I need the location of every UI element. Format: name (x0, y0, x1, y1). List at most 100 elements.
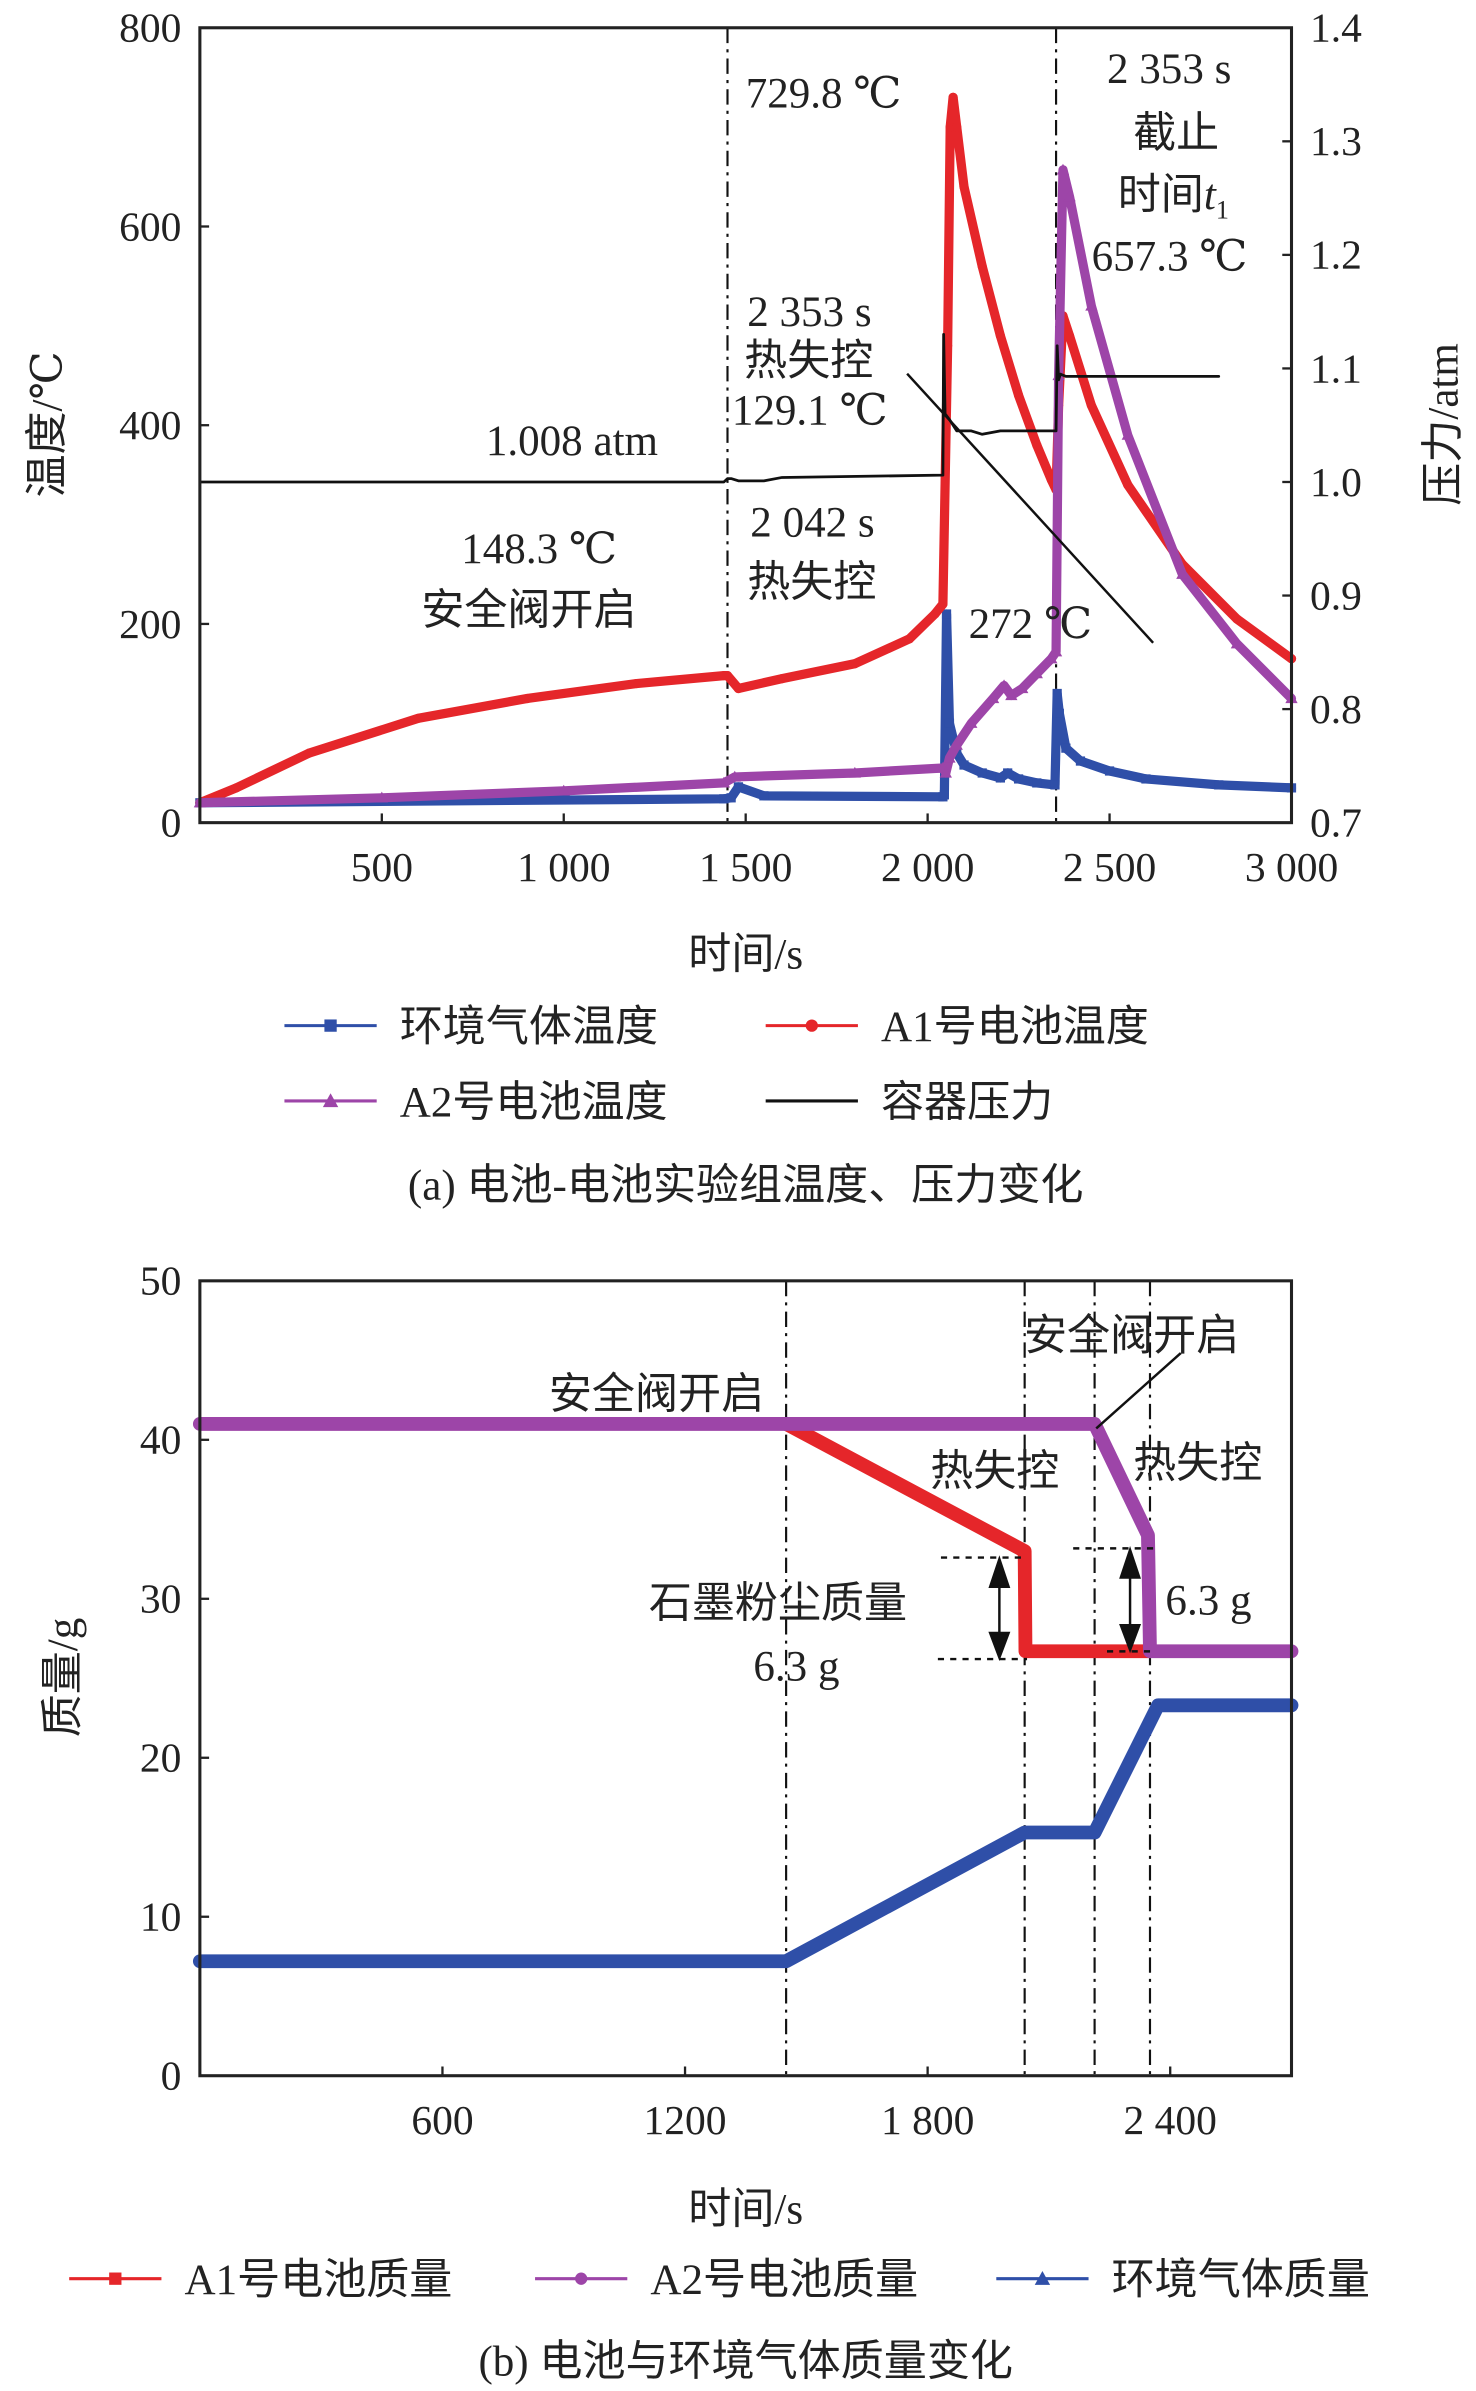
chart-a-caption: (a) 电池-电池实验组温度、压力变化 (408, 1161, 1084, 1209)
marker-square (944, 718, 955, 728)
annotation-dust-value: 6.3 g (753, 1644, 839, 1691)
annotation-dust-label: 石墨粉尘质量 (649, 1581, 907, 1628)
x-tick-label: 1 800 (881, 2097, 974, 2143)
marker-circle (952, 122, 962, 132)
marker-triangle (965, 717, 978, 728)
chart-a-y2label: 压力/atm (1421, 343, 1468, 506)
annotation-tr1-time: 2 042 s (750, 500, 874, 547)
y2-tick-label: 1.1 (1310, 345, 1362, 391)
y2-tick-label: 1.0 (1310, 459, 1362, 505)
marker-circle (1232, 614, 1242, 624)
marker-circle (1032, 440, 1042, 450)
y-tick-label: 10 (140, 1894, 182, 1940)
y-tick-label: 200 (119, 601, 181, 647)
y-tick-label: 0 (161, 2053, 182, 2099)
annotation-tr1: 热失控 (930, 1448, 1059, 1495)
marker-triangle (557, 784, 570, 796)
marker-square (1054, 708, 1064, 718)
annotation-tr1-label: 热失控 (747, 560, 876, 607)
marker-triangle (848, 766, 861, 778)
marker-square (977, 768, 987, 778)
y2-tick-label: 1.4 (1310, 5, 1362, 51)
marker-triangle (943, 751, 956, 763)
marker-circle (904, 634, 915, 644)
chart-b-plot-frame (198, 1279, 1294, 2078)
annotation-valve2: 安全阀开启 (1024, 1312, 1239, 1360)
marker-square (719, 794, 729, 804)
marker-square (995, 773, 1006, 783)
marker-circle (631, 678, 642, 689)
marker-triangle (1121, 428, 1134, 440)
marker-triangle (1176, 568, 1189, 579)
series-line-3 (195, 165, 1297, 808)
series-line-3 (192, 1698, 1299, 1969)
annotation-272: 272 ℃ (969, 601, 1093, 648)
y2-tick-label: 0.9 (1310, 572, 1362, 618)
annotation-cutoff-label: 截止 (1133, 111, 1219, 158)
legend-label: A2号电池质量 (650, 2257, 918, 2304)
x-tick-label: 1200 (644, 2097, 727, 2143)
chart-b: 600 1200 1 800 2 400 0 10 20 30 40 50 安全阀开启 安全阀开启… (40, 1258, 1370, 2386)
legend-label: A2号电池温度 (400, 1079, 668, 1126)
annotation-cutoff-t: 时间t1 (1118, 172, 1229, 224)
x-tick-label: 500 (351, 844, 413, 890)
annotation-valve-label: 安全阀开启 (421, 586, 636, 634)
marker-circle (948, 92, 958, 102)
x-tick-label: 1 000 (517, 844, 610, 890)
marker-circle (231, 783, 241, 793)
chart-a: 500 1 000 1 500 2 000 2 500 3 000 0 200 400 600 80… (25, 5, 1468, 1210)
marker-square (1141, 774, 1151, 784)
marker-circle (945, 122, 955, 132)
marker-square (959, 760, 969, 770)
marker-circle (805, 1019, 818, 1032)
marker-triangle (1085, 299, 1098, 311)
marker-square (759, 791, 769, 801)
marker-square (109, 2272, 122, 2285)
marker-square (939, 790, 949, 800)
y-tick-label: 400 (119, 402, 181, 448)
marker-circle (1123, 480, 1133, 490)
y2-tick-label: 0.8 (1310, 686, 1362, 732)
marker-circle (959, 182, 969, 192)
y-tick-label: 50 (140, 1258, 182, 1304)
marker-circle (995, 331, 1006, 341)
annotation-leader (1095, 1352, 1182, 1430)
x-tick-label: 600 (411, 2097, 473, 2143)
chart-a-ticks: 500 1 000 1 500 2 000 2 500 3 000 0 200 400 600 80… (119, 5, 1362, 890)
series-line-4 (198, 332, 1221, 484)
annotation-cutoff-t-label: 时间 (1118, 172, 1204, 219)
marker-triangle (1016, 682, 1029, 694)
marker-triangle (1034, 2270, 1051, 2285)
annotation-dust-value-2: 6.3 g (1165, 1577, 1251, 1624)
chart-b-ylabel: 质量/g (40, 1618, 87, 1738)
series-line-1 (779, 1416, 1157, 1659)
marker-square (726, 793, 736, 803)
annotation-peak-a2: 657.3 ℃ (1092, 234, 1248, 281)
marker-triangle (997, 679, 1011, 691)
y2-tick-label: 0.7 (1310, 799, 1362, 845)
y2-tick-label: 1.3 (1310, 118, 1362, 164)
x-tick-label: 3 000 (1245, 844, 1338, 890)
marker-circle (522, 693, 532, 704)
marker-circle (733, 683, 744, 694)
marker-circle (943, 341, 953, 351)
marker-triangle (1056, 163, 1070, 175)
marker-circle (1086, 400, 1096, 410)
chart-a-legend: 环境气体温度 A1号电池温度 A2号电池温度 容器压力 (284, 1003, 1149, 1126)
legend-label: 容器压力 (881, 1078, 1053, 1126)
marker-square (324, 1019, 337, 1032)
marker-square (1003, 768, 1013, 778)
annotation-tr2: 热失控 (1133, 1441, 1262, 1488)
annotation-tr2-time: 2 353 s (747, 289, 871, 336)
arrowhead-icon (1119, 1546, 1142, 1654)
marker-triangle (1045, 652, 1058, 664)
marker-square (733, 782, 744, 792)
marker-circle (1064, 331, 1075, 341)
x-tick-label: 2 000 (881, 844, 974, 890)
marker-square (1214, 780, 1224, 790)
annotation-valve1: 安全阀开启 (549, 1370, 764, 1418)
annotation-cutoff-t-symbol: t (1204, 172, 1217, 219)
marker-circle (1013, 390, 1024, 401)
annotation-tr2-label: 热失控 (744, 338, 873, 385)
